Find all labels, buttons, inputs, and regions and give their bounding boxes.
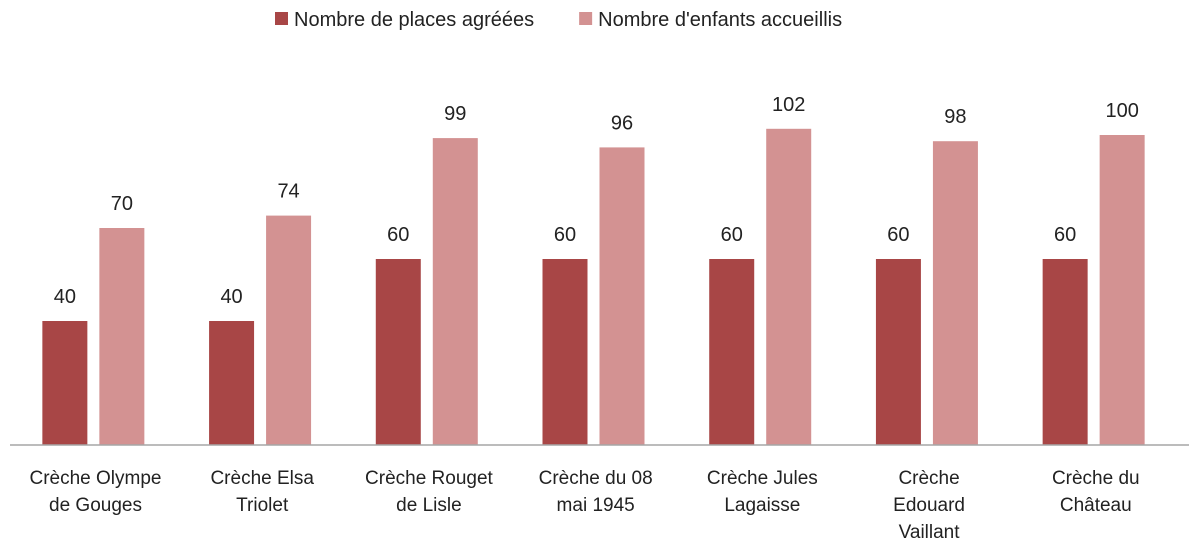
data-label: 60 — [387, 224, 409, 246]
bar — [875, 259, 921, 445]
data-label: 99 — [444, 103, 466, 125]
bar — [99, 228, 145, 445]
data-label: 60 — [721, 224, 743, 246]
data-label: 60 — [887, 224, 909, 246]
bar — [932, 141, 978, 445]
legend-swatch — [275, 12, 288, 25]
x-tick-label: Crèche Edouard Vaillant — [893, 468, 965, 543]
x-tick-label: Crèche du Château — [1051, 468, 1140, 516]
data-label: 60 — [554, 224, 576, 246]
bar — [1042, 259, 1088, 445]
bar — [1099, 135, 1145, 445]
legend-label: Nombre de places agréées — [294, 9, 534, 31]
data-label: 40 — [220, 286, 242, 308]
data-label: 100 — [1105, 100, 1138, 122]
data-label: 60 — [1054, 224, 1076, 246]
legend-label: Nombre d'enfants accueillis — [598, 9, 842, 31]
bar — [542, 259, 588, 445]
x-tick-label: Crèche Elsa Triolet — [210, 468, 314, 516]
bar — [375, 259, 421, 445]
x-tick-label: Crèche Rouget de Lisle — [365, 468, 493, 516]
bar — [42, 321, 88, 445]
data-label: 98 — [944, 106, 966, 128]
legend: Nombre de places agréées Nombre d'enfants… — [275, 9, 842, 31]
bar — [599, 147, 645, 445]
x-tick-label: Crèche Jules Lagaisse — [706, 468, 818, 516]
data-label: 96 — [611, 112, 633, 134]
data-label: 70 — [111, 193, 133, 215]
bar — [709, 259, 755, 445]
data-label: 102 — [772, 94, 805, 116]
x-tick-label: Crèche du 08 mai 1945 — [538, 468, 653, 516]
bar — [432, 138, 478, 445]
legend-swatch — [579, 12, 593, 25]
bar — [266, 215, 312, 445]
bar — [209, 321, 255, 445]
bar — [766, 128, 812, 446]
x-tick-label: Crèche Olympe de Gouges — [29, 468, 162, 516]
data-label: 40 — [54, 286, 76, 308]
data-label: 74 — [277, 181, 299, 203]
